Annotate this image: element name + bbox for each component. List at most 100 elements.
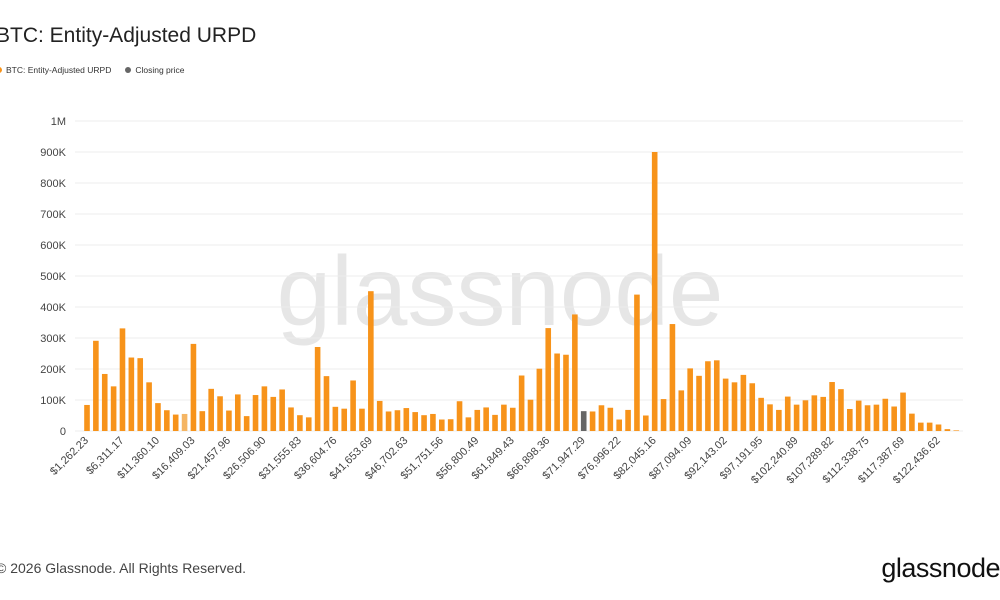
urpd-bar[interactable]: [589, 411, 596, 431]
urpd-bar[interactable]: [456, 401, 463, 431]
urpd-bar[interactable]: [678, 390, 685, 431]
urpd-bar[interactable]: [483, 407, 489, 431]
urpd-bar[interactable]: [501, 404, 507, 431]
urpd-bar[interactable]: [731, 382, 738, 431]
urpd-bar[interactable]: [208, 388, 214, 431]
urpd-bar[interactable]: [776, 409, 782, 431]
urpd-bar[interactable]: [341, 408, 348, 431]
urpd-bar[interactable]: [199, 411, 206, 431]
urpd-bar[interactable]: [545, 328, 552, 431]
urpd-bar[interactable]: [217, 396, 223, 431]
urpd-bar[interactable]: [412, 412, 418, 431]
urpd-bar[interactable]: [350, 380, 356, 431]
urpd-bar[interactable]: [749, 383, 756, 431]
urpd-bar[interactable]: [385, 411, 392, 431]
urpd-bar[interactable]: [430, 413, 436, 431]
urpd-bar[interactable]: [297, 415, 303, 431]
urpd-bar[interactable]: [119, 328, 126, 431]
urpd-bar[interactable]: [935, 424, 942, 431]
urpd-bar[interactable]: [616, 419, 622, 431]
closing-price-bar[interactable]: [580, 411, 587, 431]
urpd-bar[interactable]: [696, 375, 702, 431]
urpd-bar[interactable]: [944, 429, 951, 431]
urpd-bar[interactable]: [625, 409, 631, 431]
urpd-bar[interactable]: [758, 397, 764, 431]
urpd-bar[interactable]: [669, 324, 676, 431]
urpd-bar[interactable]: [447, 419, 454, 431]
urpd-bar[interactable]: [767, 404, 773, 431]
urpd-bar[interactable]: [651, 152, 658, 431]
urpd-bar[interactable]: [314, 346, 321, 431]
urpd-bar[interactable]: [660, 399, 667, 431]
urpd-bar[interactable]: [855, 400, 862, 431]
urpd-bar[interactable]: [155, 403, 161, 431]
urpd-bar[interactable]: [554, 353, 560, 432]
urpd-bar[interactable]: [643, 415, 649, 432]
urpd-bar[interactable]: [518, 375, 525, 431]
urpd-bar[interactable]: [93, 340, 99, 431]
urpd-bar[interactable]: [288, 407, 294, 431]
urpd-bar[interactable]: [527, 399, 534, 431]
urpd-bar[interactable]: [784, 396, 791, 431]
urpd-bar[interactable]: [359, 408, 365, 431]
urpd-bar[interactable]: [838, 389, 844, 431]
urpd-bar[interactable]: [713, 360, 720, 431]
urpd-bar[interactable]: [190, 343, 197, 431]
urpd-bar[interactable]: [811, 395, 818, 431]
urpd-bar[interactable]: [492, 414, 498, 431]
urpd-bar[interactable]: [536, 368, 543, 431]
urpd-bar[interactable]: [820, 396, 827, 431]
urpd-bar[interactable]: [909, 413, 915, 431]
urpd-bar[interactable]: [474, 409, 481, 431]
urpd-bar[interactable]: [164, 410, 170, 431]
urpd-bar[interactable]: [234, 394, 241, 431]
urpd-bar[interactable]: [146, 382, 152, 431]
urpd-bar[interactable]: [873, 404, 880, 431]
urpd-bar[interactable]: [128, 357, 135, 431]
urpd-bar[interactable]: [172, 414, 179, 431]
urpd-bar[interactable]: [101, 373, 108, 431]
urpd-bar[interactable]: [926, 422, 933, 431]
urpd-bar[interactable]: [793, 404, 800, 431]
urpd-bar[interactable]: [705, 361, 711, 431]
urpd-bar[interactable]: [607, 407, 614, 431]
urpd-bar[interactable]: [864, 405, 871, 431]
urpd-bar[interactable]: [394, 410, 401, 431]
urpd-bar[interactable]: [722, 378, 729, 431]
urpd-bar[interactable]: [598, 405, 605, 431]
urpd-bar[interactable]: [368, 291, 374, 431]
urpd-bar[interactable]: [181, 413, 188, 431]
urpd-bar[interactable]: [403, 408, 410, 431]
urpd-bar[interactable]: [137, 358, 144, 431]
urpd-bar[interactable]: [439, 419, 445, 431]
urpd-bar[interactable]: [376, 400, 383, 431]
urpd-bar[interactable]: [740, 374, 747, 431]
urpd-bar[interactable]: [252, 395, 259, 431]
urpd-bar[interactable]: [900, 392, 906, 431]
urpd-bar[interactable]: [509, 407, 516, 431]
urpd-bar[interactable]: [572, 314, 578, 431]
urpd-bar[interactable]: [847, 408, 853, 431]
urpd-bar[interactable]: [261, 386, 268, 431]
urpd-bar[interactable]: [226, 410, 232, 431]
urpd-bar[interactable]: [917, 422, 924, 431]
urpd-bar[interactable]: [634, 294, 640, 431]
urpd-bar[interactable]: [84, 404, 90, 431]
urpd-bar[interactable]: [953, 430, 960, 431]
urpd-bar[interactable]: [802, 400, 809, 431]
urpd-bar[interactable]: [882, 398, 889, 431]
urpd-bar[interactable]: [323, 376, 330, 431]
urpd-bar[interactable]: [243, 416, 250, 431]
urpd-bar[interactable]: [110, 386, 117, 431]
urpd-bar[interactable]: [465, 417, 472, 431]
urpd-bar[interactable]: [891, 406, 897, 431]
urpd-bar[interactable]: [270, 396, 277, 431]
urpd-bar[interactable]: [563, 354, 569, 431]
urpd-bar[interactable]: [305, 417, 312, 431]
urpd-bar[interactable]: [279, 389, 285, 431]
legend-item-closing-price[interactable]: Closing price: [125, 65, 184, 75]
legend-item-urpd[interactable]: BTC: Entity-Adjusted URPD: [0, 65, 111, 75]
urpd-bar[interactable]: [829, 382, 835, 431]
urpd-bar[interactable]: [332, 406, 339, 431]
urpd-bar[interactable]: [421, 415, 427, 431]
